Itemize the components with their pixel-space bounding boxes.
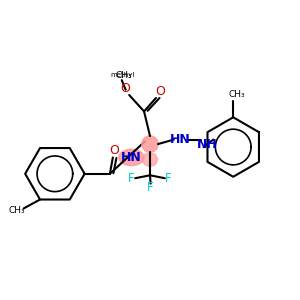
Text: CH₃: CH₃ [116,71,132,80]
Text: CH₃: CH₃ [229,90,245,99]
Ellipse shape [119,149,144,166]
Text: HN: HN [121,151,142,164]
Text: NH: NH [197,138,218,151]
Text: methyl: methyl [110,72,135,78]
Text: O: O [120,82,130,95]
Ellipse shape [142,136,158,152]
Text: F: F [165,172,172,185]
Text: O: O [155,85,165,98]
Text: O: O [110,143,119,157]
Text: CH₃: CH₃ [8,206,25,215]
Ellipse shape [142,153,158,166]
Text: HN: HN [170,133,191,146]
Text: F: F [128,172,135,185]
Text: F: F [147,181,154,194]
